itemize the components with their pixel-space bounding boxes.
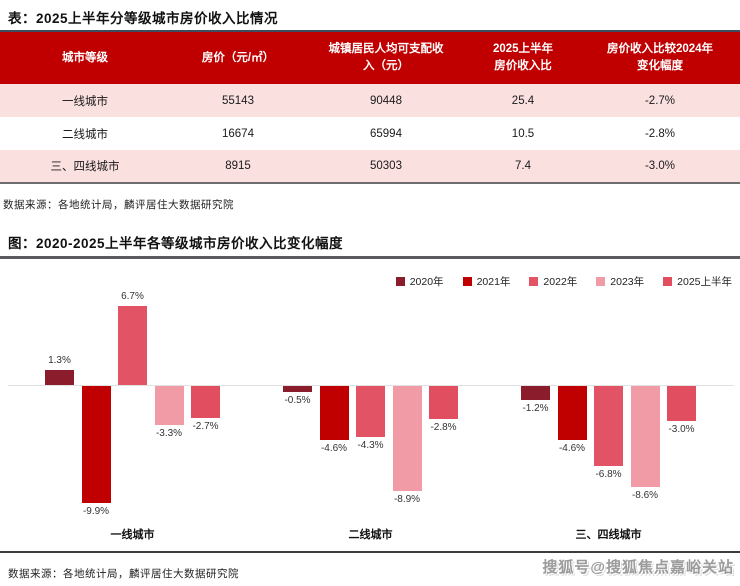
bar-value-label: 1.3% [48, 354, 71, 366]
legend-item-2025h1: 2025上半年 [663, 274, 732, 289]
table-cell: 一线城市 [0, 84, 170, 117]
zero-baseline [8, 385, 734, 386]
header-cell-ratio: 2025上半年 房价收入比 [466, 32, 580, 84]
header-cell-price: 房价（元/㎡） [170, 32, 306, 84]
header-cell-city-tier: 城市等级 [0, 32, 170, 84]
table-header-row: 城市等级 房价（元/㎡） 城镇居民人均可支配收 入（元） 2025上半年 房价收… [0, 32, 740, 84]
chart-bar-2020年-三、四线城市 [521, 386, 550, 401]
legend-swatch-2021 [462, 277, 472, 286]
table-cell: 二线城市 [62, 128, 108, 141]
table-cell: 10.5 [511, 127, 535, 140]
chart-bar-2023年-二线城市 [392, 386, 422, 492]
chart-bar-2020年-二线城市 [283, 386, 312, 392]
bar-value-label: -8.9% [393, 494, 421, 506]
bar-value-label: -6.8% [595, 469, 622, 481]
table-cell: 8915 [170, 150, 306, 183]
chart-bar-2025上半年-二线城市 [429, 386, 458, 420]
header-cell-change: 房价收入比较2024年 变化幅度 [580, 32, 740, 84]
bar-value-label: -2.7% [192, 420, 219, 432]
legend-label: 2020年 [409, 276, 444, 288]
sohu-watermark: 搜狐号@搜狐焦点嘉峪关站 [542, 559, 734, 576]
chart-bar-2022年-二线城市 [356, 386, 385, 437]
chart-bar-2021年-三、四线城市 [557, 386, 587, 441]
chart-bar-2022年-三、四线城市 [594, 386, 623, 467]
divider-top [0, 30, 740, 32]
legend-label: 2025上半年 [677, 276, 732, 288]
legend-item-2022: 2022年 [529, 274, 577, 289]
table-cell: 90448 [306, 84, 466, 117]
table-row-tier1: 一线城市 55143 90448 25.4 -2.7% [0, 84, 740, 117]
legend-label: 2022年 [543, 276, 578, 288]
chart-bar-2021年-一线城市 [81, 386, 111, 503]
legend-swatch-2025h1 [663, 277, 673, 286]
bar-value-label: -2.8% [430, 422, 457, 434]
table-cell: 55143 [170, 84, 306, 117]
bar-value-label: -3.3% [155, 427, 183, 439]
chart-legend: 2020年 2021年 2022年 2023年 2025上半年 [395, 274, 732, 289]
divider-bottom [0, 551, 740, 553]
table-cell: -2.7% [580, 84, 740, 117]
table-title: 表：2025上半年分等级城市房价收入比情况 [8, 11, 279, 26]
bar-value-label: -0.5% [284, 394, 311, 406]
chart-bar-2021年-二线城市 [319, 386, 349, 441]
chart-bar-2023年-一线城市 [154, 386, 184, 425]
chart-bar-2025上半年-三、四线城市 [667, 386, 696, 422]
legend-swatch-2022 [529, 277, 539, 286]
table-data-source: 数据来源：各地统计局，麟评居住大数据研究院 [3, 199, 234, 211]
legend-swatch-2023 [596, 277, 606, 286]
table-cell: -3.0% [580, 150, 740, 183]
bar-value-label: -3.0% [668, 424, 695, 436]
table-cell: 7.4 [466, 150, 580, 183]
chart-bar-2023年-三、四线城市 [630, 386, 660, 488]
legend-label: 2023年 [610, 276, 645, 288]
divider-figure [0, 256, 740, 259]
bar-value-label: -9.9% [82, 505, 110, 517]
table-row-tier34: 三、四线城市 8915 50303 7.4 -3.0% [0, 150, 740, 183]
chart-bar-2022年-一线城市 [118, 305, 147, 385]
bar-value-label: -1.2% [522, 403, 549, 415]
table-cell: 65994 [370, 127, 402, 140]
price-income-table: 城市等级 房价（元/㎡） 城镇居民人均可支配收 入（元） 2025上半年 房价收… [0, 32, 740, 184]
legend-item-2023: 2023年 [596, 274, 644, 289]
legend-swatch-2020 [395, 277, 405, 286]
legend-item-2020: 2020年 [395, 274, 444, 289]
table-cell: 16674 [222, 127, 254, 140]
axis-label-tier34: 三、四线城市 [575, 529, 642, 541]
legend-item-2021: 2021年 [462, 274, 511, 289]
table-cell: 50303 [306, 150, 466, 183]
axis-label-tier1: 一线城市 [110, 529, 155, 541]
chart-bar-2020年-一线城市 [45, 369, 74, 385]
bar-value-label: 6.7% [121, 290, 144, 302]
bar-value-label: -4.6% [558, 443, 586, 455]
bar-value-label: -8.6% [631, 490, 659, 502]
chart-bar-2025上半年-一线城市 [191, 386, 220, 418]
axis-label-tier2: 二线城市 [348, 529, 393, 541]
bar-value-label: -4.3% [357, 439, 384, 451]
table-cell: 三、四线城市 [0, 150, 170, 183]
table-row-tier2: 二线城市 16674 65994 10.5 -2.8% [0, 117, 740, 150]
legend-label: 2021年 [476, 276, 511, 288]
bar-chart: 2020年 2021年 2022年 2023年 2025上半年 一线城市 二线城… [0, 260, 740, 552]
table-cell: 25.4 [466, 84, 580, 117]
table-cell: -2.8% [644, 127, 676, 140]
bar-value-label: -4.6% [320, 443, 348, 455]
chart-data-source: 数据来源：各地统计局，麟评居住大数据研究院 [8, 568, 239, 580]
figure-title: 图：2020-2025上半年各等级城市房价收入比变化幅度 [8, 236, 344, 251]
header-cell-income: 城镇居民人均可支配收 入（元） [306, 32, 466, 84]
